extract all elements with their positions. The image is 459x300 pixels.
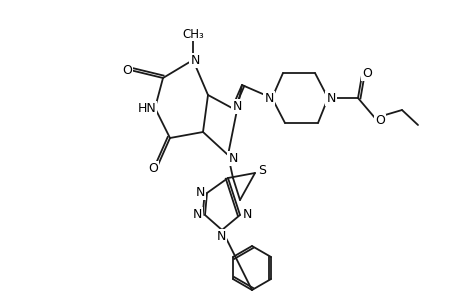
Text: S: S — [257, 164, 265, 176]
Text: N: N — [264, 92, 273, 104]
Text: N: N — [192, 208, 201, 221]
Text: N: N — [325, 92, 335, 104]
Text: O: O — [361, 67, 371, 80]
Text: O: O — [148, 161, 157, 175]
Text: N: N — [228, 152, 237, 164]
Text: N: N — [190, 53, 199, 67]
Text: N: N — [232, 100, 241, 112]
Text: N: N — [216, 230, 225, 244]
Text: N: N — [242, 208, 251, 221]
Text: HN: HN — [137, 101, 156, 115]
Text: CH₃: CH₃ — [182, 28, 203, 40]
Text: O: O — [374, 115, 384, 128]
Text: N: N — [195, 185, 204, 199]
Text: O: O — [122, 64, 132, 76]
